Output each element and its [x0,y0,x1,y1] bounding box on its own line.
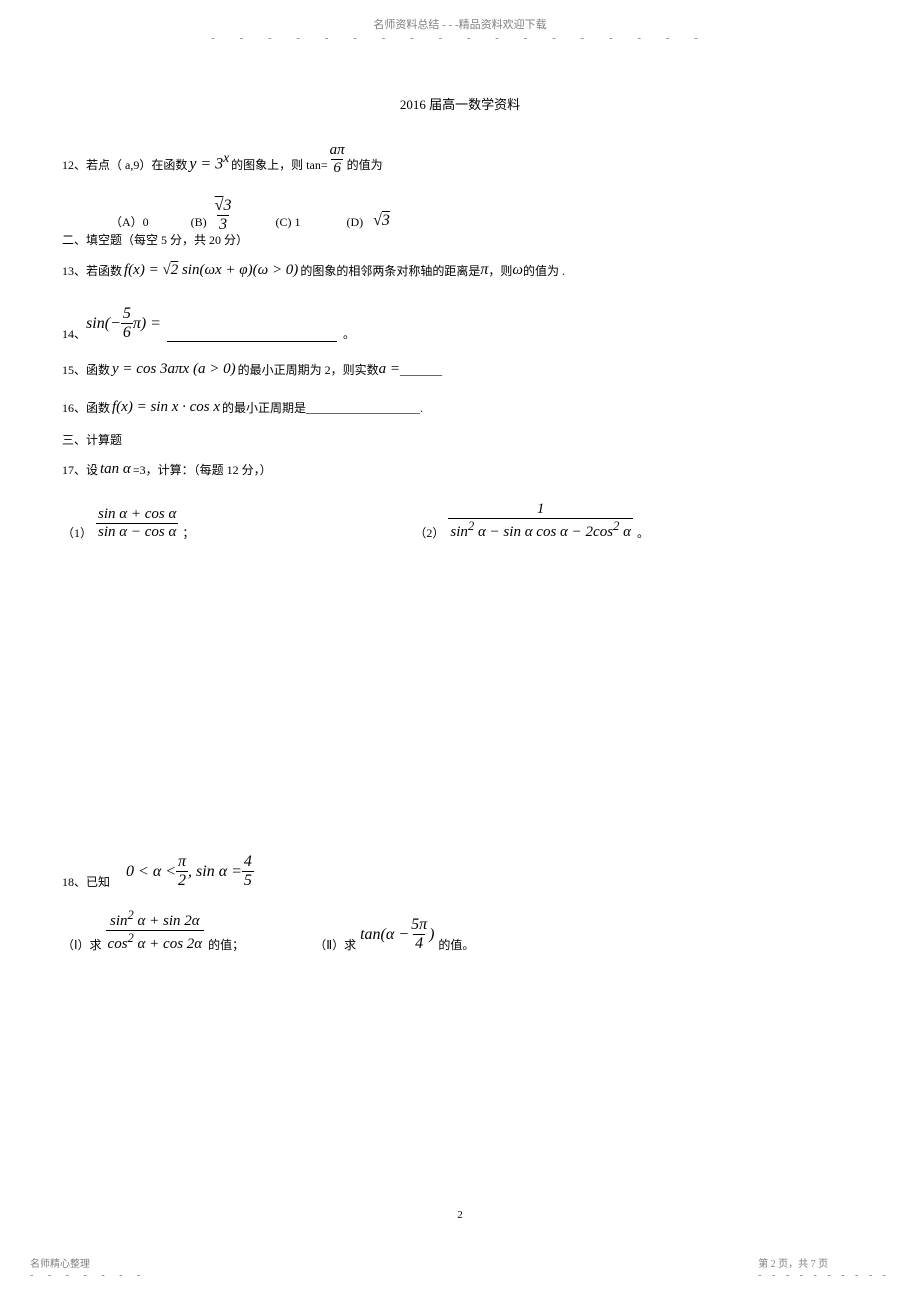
q13-formula: f(x) = √2 sin(ωx + φ)(ω > 0) [124,262,298,279]
q12-prefix: 12、若点（ a,9）在函数 [62,156,187,173]
question-18-parts: （Ⅰ）求 sin2 α + sin 2α cos2 α + cos 2α 的值；… [62,908,862,953]
q15-mid: 的最小正周期为 2，则实数 [238,361,379,378]
q12-suffix: 的值为 [347,156,383,173]
q18-part1-frac: sin2 α + sin 2α cos2 α + cos 2α [106,908,205,953]
q17-part1-suffix: ； [182,524,194,541]
footer-left-line2: - - - - - - - [30,1270,146,1281]
q13-prefix: 13、若函数 [62,262,122,279]
q17-part2-label: （2） [414,524,444,541]
q16-mid: 的最小正周期是 [222,399,306,416]
q16-blank: ___________________ [306,401,420,416]
question-16: 16、函数 f(x) = sin x · cos x 的最小正周期是 _____… [62,399,862,416]
q13-pi: π [480,261,488,279]
q18-cond: 0 < α < π 2 , sin α = 4 5 [126,853,254,890]
q17-formula: tan α [100,461,131,478]
q17-prefix: 17、设 [62,461,98,478]
question-15: 15、函数 y = cos 3aπx (a > 0) 的最小正周期为 2，则实数… [62,361,862,378]
question-18: 18、已知 0 < α < π 2 , sin α = 4 5 [62,853,862,890]
q12-mid: 的图象上，则 tan= [231,156,327,173]
q16-suffix: . [420,401,423,416]
q12-optD-val: √3 [373,212,390,230]
q12-optA: （A）0 [110,213,149,230]
section2-title: 二、填空题（每空 5 分，共 20 分） [62,231,862,248]
q13-mid: 的图象的相邻两条对称轴的距离是 [300,262,480,279]
question-13: 13、若函数 f(x) = √2 sin(ωx + φ)(ω > 0) 的图象的… [62,261,862,279]
footer-right-line1: 第 2 页，共 7 页 [758,1259,828,1270]
q15-var: a = [379,361,400,378]
q12-optC: (C) 1 [275,215,300,230]
footer-right: 第 2 页，共 7 页 - - - - - - - - - - [758,1255,890,1281]
q17-part1-label: （1） [62,524,92,541]
q12-optB-frac: √3 3 [213,197,234,234]
q15-prefix: 15、函数 [62,361,110,378]
question-12-options: （A）0 (B) √3 3 (C) 1 (D) √3 [62,197,862,230]
q15-formula: y = cos 3aπx (a > 0) [112,361,236,378]
q18-part2-label: （Ⅱ）求 [314,936,356,953]
q14-suffix: 。 [343,325,355,342]
q17-part2-frac: 1 sin2 α − sin α cos α − 2cos2 α [448,501,633,541]
q18-part1-label: （Ⅰ）求 [62,936,102,953]
q14-prefix: 14、 [62,325,86,342]
footer-left: 名师精心整理 - - - - - - - [30,1255,146,1281]
section3-title: 三、计算题 [62,431,862,448]
q14-blank [167,330,337,342]
q13-suffix2: 的值为 . [523,262,565,279]
q12-optB-label: (B) [191,215,207,230]
page-header: 名师资料总结 - - -精品资料欢迎下载 - - - - - - - - - -… [0,16,920,44]
q14-formula: sin(− 5 6 π) = [86,305,161,342]
q17-mid: =3，计算：（每题 12 分，） [133,461,272,478]
q16-formula: f(x) = sin x · cos x [112,399,220,416]
q16-prefix: 16、函数 [62,399,110,416]
q15-blank: _______ [400,363,442,378]
page-title: 2016 届高一数学资料 [0,94,920,113]
q12-frac: aπ 6 [328,142,347,177]
question-12: 12、若点（ a,9）在函数 y = 3x 的图象上，则 tan= aπ 6 的… [62,142,862,173]
question-14: 14、 sin(− 5 6 π) = 。 [62,305,862,342]
q18-part1-suffix: 的值； [208,936,244,953]
footer-left-line1: 名师精心整理 [30,1259,90,1270]
header-text: 名师资料总结 - - -精品资料欢迎下载 [373,19,546,31]
footer-right-line2: - - - - - - - - - - [758,1270,890,1281]
q18-part2-suffix: 的值。 [438,936,474,953]
q13-omega: ω [512,262,523,279]
q17-part1-frac: sin α + cos α sin α − cos α [96,506,178,541]
q17-part2-suffix: 。 [637,524,649,541]
q12-formula: y = 3x [189,150,229,173]
page-number: 2 [0,1209,920,1221]
q13-suffix: ，则 [488,262,512,279]
q18-part2-formula: tan(α − 5π 4 ) [360,916,434,953]
q12-optD-label: (D) [346,215,363,230]
question-17-parts: （1） sin α + cos α sin α − cos α ； （2） 1 … [62,501,862,541]
q18-prefix: 18、已知 [62,873,110,890]
header-spaced: - - - - - - - - - - - - - - - - - - [211,32,709,44]
question-17: 17、设 tan α =3，计算：（每题 12 分，） [62,461,862,478]
